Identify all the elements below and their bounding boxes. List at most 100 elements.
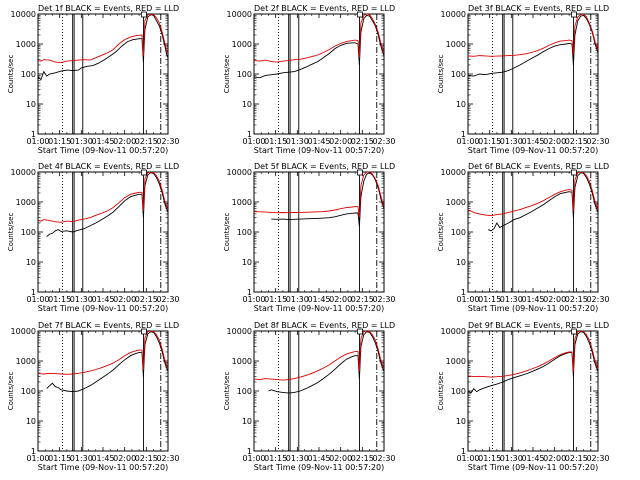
x-tick-label: 02:30 (586, 137, 609, 146)
x-tick-label: 01:45 (91, 295, 114, 304)
y-tick-label: 1000 (446, 198, 466, 207)
x-tick-label: 01:15 (48, 137, 71, 146)
series-lld-line (38, 14, 168, 64)
panel-title: Det 2f BLACK = Events, RED = LLD (254, 4, 395, 13)
x-tick-label: 01:15 (264, 295, 287, 304)
y-tick-label: 1000 (232, 40, 252, 49)
plot-frame (467, 171, 599, 293)
chart-panel-8: Det 8f BLACK = Events, RED = LLD 1 10 100 10… (223, 321, 396, 472)
y-axis-label: Counts/sec (437, 213, 445, 252)
y-tick-label: 100 (237, 228, 252, 237)
series-lld-line (468, 14, 598, 57)
series-lld-line (468, 331, 598, 378)
chart-panel-3: Det 3f BLACK = Events, RED = LLD 1 10 100 10… (437, 4, 610, 155)
panel-title: Det 3f BLACK = Events, RED = LLD (468, 4, 609, 13)
x-tick-label: 01:30 (500, 295, 523, 304)
y-axis-label: Counts/sec (223, 55, 231, 94)
x-axis-label: Start Time (09-Nov-11 00:57:20) (468, 146, 598, 155)
y-tick-label: 10000 (11, 327, 36, 336)
x-tick-label: 01:15 (478, 454, 501, 463)
x-tick-label: 02:15 (565, 137, 588, 146)
y-axis-label: Counts/sec (223, 213, 231, 252)
attenuator-marker (571, 11, 577, 18)
y-tick-label: 10000 (227, 10, 252, 19)
x-tick-label: 02:30 (372, 454, 395, 463)
x-axis-label: Start Time (09-Nov-11 00:57:20) (38, 146, 168, 155)
chart-panel-1: Det 1f BLACK = Events, RED = LLD 1 10 100 10… (7, 4, 180, 155)
y-axis-label: Counts/sec (437, 372, 445, 411)
panel-title: Det 7f BLACK = Events, RED = LLD (38, 321, 179, 330)
x-tick-label: 02:00 (543, 454, 566, 463)
x-tick-label: 02:30 (372, 295, 395, 304)
x-tick-label: 02:30 (586, 295, 609, 304)
x-axis-label: Start Time (09-Nov-11 00:57:20) (38, 304, 168, 313)
y-tick-label: 1 (461, 130, 466, 139)
y-tick-label: 1000 (446, 357, 466, 366)
y-tick-label: 1000 (446, 40, 466, 49)
plot-frame (253, 330, 385, 452)
panel-title: Det 6f BLACK = Events, RED = LLD (468, 162, 609, 171)
x-tick-label: 01:30 (286, 137, 309, 146)
y-tick-label: 1000 (232, 357, 252, 366)
attenuator-marker (357, 169, 363, 176)
x-tick-label: 02:15 (565, 295, 588, 304)
y-axis-label: Counts/sec (7, 213, 15, 252)
y-tick-label: 1 (461, 447, 466, 456)
x-tick-label: 01:00 (242, 454, 265, 463)
panel-title: Det 5f BLACK = Events, RED = LLD (254, 162, 395, 171)
x-tick-label: 02:30 (586, 454, 609, 463)
x-tick-label: 01:30 (500, 137, 523, 146)
series-lld-line (38, 331, 168, 375)
x-tick-label: 01:15 (48, 295, 71, 304)
y-tick-label: 100 (21, 70, 36, 79)
x-tick-label: 01:45 (91, 454, 114, 463)
y-tick-label: 10000 (441, 168, 466, 177)
y-tick-label: 100 (21, 228, 36, 237)
y-tick-label: 10 (242, 100, 252, 109)
attenuator-marker (357, 11, 363, 18)
x-tick-label: 01:30 (286, 295, 309, 304)
x-tick-label: 01:00 (456, 454, 479, 463)
x-tick-label: 02:15 (135, 295, 158, 304)
y-tick-label: 10 (26, 258, 36, 267)
x-axis-label: Start Time (09-Nov-11 00:57:20) (468, 304, 598, 313)
series-events-line (268, 331, 384, 394)
panel-title: Det 8f BLACK = Events, RED = LLD (254, 321, 395, 330)
y-axis-label: Counts/sec (7, 372, 15, 411)
y-tick-label: 100 (451, 70, 466, 79)
y-tick-label: 1000 (232, 198, 252, 207)
x-tick-label: 02:00 (543, 295, 566, 304)
y-tick-label: 1 (31, 130, 36, 139)
attenuator-marker (357, 328, 363, 335)
x-tick-label: 01:15 (264, 137, 287, 146)
y-tick-label: 1 (31, 288, 36, 297)
y-tick-label: 10 (456, 258, 466, 267)
y-tick-label: 10000 (441, 10, 466, 19)
y-tick-label: 1 (461, 288, 466, 297)
x-axis-label: Start Time (09-Nov-11 00:57:20) (254, 146, 384, 155)
chart-panel-6: Det 6f BLACK = Events, RED = LLD 1 10 100 10… (437, 162, 610, 313)
x-axis-label: Start Time (09-Nov-11 00:57:20) (468, 463, 598, 472)
panel-title: Det 4f BLACK = Events, RED = LLD (38, 162, 179, 171)
x-tick-label: 01:30 (70, 295, 93, 304)
x-tick-label: 02:15 (135, 454, 158, 463)
y-tick-label: 100 (451, 387, 466, 396)
x-tick-label: 02:00 (543, 137, 566, 146)
y-tick-label: 1000 (16, 357, 36, 366)
x-tick-label: 01:30 (70, 137, 93, 146)
x-tick-label: 02:15 (351, 454, 374, 463)
y-axis-label: Counts/sec (223, 372, 231, 411)
series-events-line (271, 172, 384, 227)
x-tick-label: 02:00 (113, 295, 136, 304)
panel-title: Det 1f BLACK = Events, RED = LLD (38, 4, 179, 13)
x-tick-label: 02:30 (156, 295, 179, 304)
y-tick-label: 100 (451, 228, 466, 237)
series-events-line (254, 14, 384, 79)
y-tick-label: 1000 (16, 198, 36, 207)
x-tick-label: 01:00 (456, 295, 479, 304)
x-tick-label: 01:45 (91, 137, 114, 146)
series-lld-line (254, 172, 384, 218)
x-tick-label: 02:00 (113, 454, 136, 463)
x-tick-label: 02:00 (113, 137, 136, 146)
chart-panel-4: Det 4f BLACK = Events, RED = LLD 1 10 100 10… (7, 162, 180, 313)
